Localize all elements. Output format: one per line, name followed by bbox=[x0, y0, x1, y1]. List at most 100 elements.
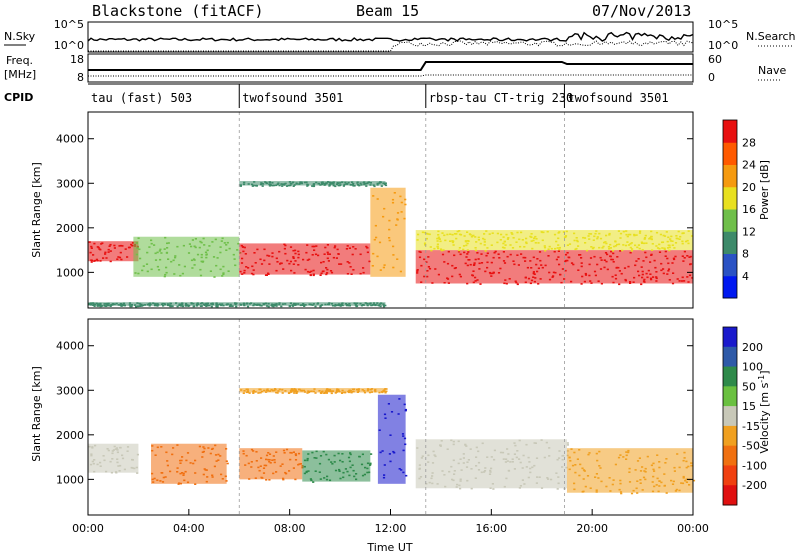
echo-point bbox=[90, 261, 93, 263]
echo-band bbox=[88, 443, 139, 473]
echo-point bbox=[342, 185, 345, 187]
echo-point bbox=[200, 305, 203, 307]
echo-point bbox=[353, 185, 356, 187]
echo-point bbox=[466, 282, 469, 285]
colorbar-swatch bbox=[723, 231, 737, 254]
echo-point bbox=[611, 249, 615, 252]
echo-point bbox=[328, 185, 331, 187]
echo-point bbox=[181, 305, 185, 308]
colorbar-tick-label: 16 bbox=[742, 203, 756, 216]
echo-point bbox=[382, 305, 386, 308]
echo-band bbox=[133, 236, 240, 277]
power-ylabel: Slant Range [km] bbox=[30, 162, 43, 258]
colorbar-tick-label: 12 bbox=[742, 225, 756, 238]
freq-label-2: [MHz] bbox=[4, 68, 36, 81]
echo-point bbox=[239, 185, 242, 187]
echo-point bbox=[216, 305, 219, 308]
echo-point bbox=[340, 392, 344, 394]
echo-point bbox=[226, 462, 229, 465]
echo-point bbox=[363, 391, 367, 394]
echo-point bbox=[516, 283, 519, 286]
echo-point bbox=[566, 442, 569, 444]
echo-point bbox=[193, 305, 196, 307]
colorbar-tick-label: -200 bbox=[742, 479, 767, 492]
station-title: Blackstone (fitACF) bbox=[92, 2, 264, 20]
colorbar-frame bbox=[722, 326, 738, 506]
echo-point bbox=[334, 392, 337, 394]
colorbar-swatch bbox=[723, 465, 737, 486]
echo-point bbox=[378, 391, 381, 394]
echo-point bbox=[334, 305, 337, 307]
nsky-right-tick-bottom: 10^0 bbox=[708, 39, 738, 52]
cpid-label: CPID bbox=[4, 91, 33, 104]
colorbar-tick-label: 24 bbox=[742, 159, 756, 172]
echo-point bbox=[230, 305, 233, 307]
velocity-ylabel: Slant Range [km] bbox=[30, 366, 43, 462]
echo-point bbox=[99, 305, 102, 308]
freq-left-tick-top: 18 bbox=[70, 53, 84, 66]
nsky-label: N.Sky bbox=[4, 30, 36, 43]
nsearch-label: N.Search bbox=[746, 30, 796, 43]
echo-point bbox=[537, 283, 540, 285]
echo-point bbox=[215, 305, 218, 308]
echo-point bbox=[294, 478, 297, 481]
echo-point bbox=[280, 305, 283, 308]
echo-band bbox=[566, 448, 693, 493]
colorbar-tick-label: 4 bbox=[742, 270, 749, 283]
echo-point bbox=[580, 283, 583, 285]
echo-point bbox=[291, 305, 295, 307]
colorbar-swatch bbox=[723, 346, 737, 368]
echo-point bbox=[385, 388, 388, 390]
echo-point bbox=[585, 249, 589, 252]
echo-band bbox=[88, 241, 139, 262]
echo-point bbox=[621, 249, 624, 252]
echo-point bbox=[369, 462, 372, 465]
echo-band bbox=[377, 394, 406, 484]
echo-point bbox=[370, 453, 373, 455]
echo-point bbox=[129, 305, 132, 308]
echo-point bbox=[314, 392, 317, 394]
echo-point bbox=[312, 481, 315, 483]
colorbar-swatch bbox=[723, 275, 737, 299]
cpid-segment-label: rbsp-tau CT-trig 230 bbox=[429, 91, 573, 105]
echo-point bbox=[210, 305, 213, 308]
echo-point bbox=[194, 483, 197, 485]
echo-point bbox=[228, 305, 231, 307]
echo-point bbox=[306, 185, 309, 187]
echo-point bbox=[295, 392, 298, 394]
echo-point bbox=[303, 305, 306, 307]
x-tick-label: 08:00 bbox=[274, 522, 306, 535]
echo-point bbox=[285, 185, 289, 187]
echo-point bbox=[180, 305, 183, 307]
nsky-panel: N.Sky 10^5 10^0 10^5 10^0 N.Search bbox=[4, 18, 796, 53]
colorbar-swatch bbox=[723, 366, 737, 387]
colorbar-swatch bbox=[723, 209, 737, 232]
date-title: 07/Nov/2013 bbox=[592, 2, 691, 20]
echo-point bbox=[556, 488, 559, 490]
echo-point bbox=[373, 185, 376, 188]
echo-point bbox=[225, 460, 228, 462]
colorbar-swatch bbox=[723, 164, 737, 188]
echo-point bbox=[474, 249, 477, 252]
echo-point bbox=[289, 305, 292, 307]
echo-point bbox=[665, 492, 668, 494]
echo-point bbox=[184, 305, 187, 307]
echo-band bbox=[239, 448, 303, 480]
echo-point bbox=[458, 249, 461, 252]
echo-point bbox=[138, 305, 141, 307]
colorbar-swatch bbox=[723, 445, 737, 466]
echo-point bbox=[365, 185, 368, 187]
cpid-segment-label: tau (fast) 503 bbox=[91, 91, 192, 105]
echo-point bbox=[261, 185, 264, 187]
echo-band bbox=[239, 181, 386, 186]
echo-point bbox=[405, 474, 408, 477]
echo-point bbox=[109, 260, 112, 263]
echo-point bbox=[630, 492, 634, 495]
colorbar-swatch bbox=[723, 186, 737, 210]
echo-point bbox=[325, 392, 328, 394]
colorbar-tick-label: 15 bbox=[742, 400, 756, 413]
x-tick-label: 20:00 bbox=[576, 522, 608, 535]
freq-label-1: Freq. bbox=[6, 54, 33, 67]
nave-label: Nave bbox=[758, 64, 786, 77]
